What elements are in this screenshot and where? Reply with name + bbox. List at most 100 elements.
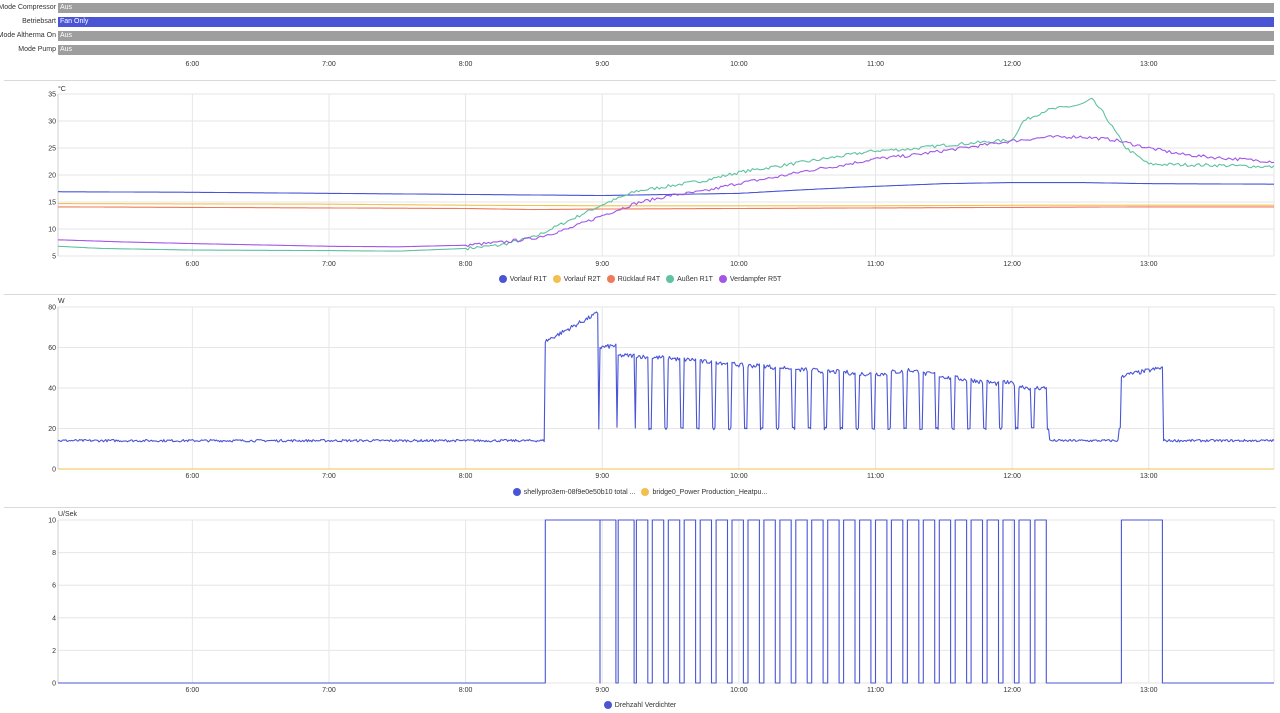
y-tick-label: 5 [52, 254, 56, 261]
chart-speed-legend: Drehzahl Verdichter [0, 701, 1280, 709]
legend-label: Drehzahl Verdichter [614, 701, 677, 709]
timeline-row-mode-pump: Mode Pump Aus [0, 44, 1280, 56]
legend-label: Vorlauf R2T [563, 275, 601, 283]
x-tick-label: 10:00 [730, 61, 748, 68]
x-tick-label: 8:00 [459, 473, 473, 480]
chart-speed-unit: U/Sek [58, 511, 78, 518]
timeline-row-mode-altherma-on: Mode Altherma On Aus [0, 30, 1280, 42]
y-tick-label: 35 [48, 92, 56, 99]
y-tick-label: 30 [48, 119, 56, 126]
x-tick-label: 8:00 [459, 61, 473, 68]
x-tick-label: 6:00 [186, 61, 200, 68]
timeline-row-mode-compressor: Mode Compressor Aus [0, 2, 1280, 14]
y-tick-label: 2 [52, 648, 56, 655]
x-tick-label: 10:00 [730, 261, 748, 268]
legend-swatch-icon [641, 488, 650, 496]
separator [4, 80, 1276, 81]
y-tick-label: 20 [48, 173, 56, 180]
x-tick-label: 7:00 [322, 61, 336, 68]
legend-label: Verdampfer R5T [729, 275, 782, 283]
x-tick-label: 8:00 [459, 261, 473, 268]
y-tick-label: 40 [48, 386, 56, 393]
legend-swatch-icon [666, 275, 675, 283]
chart-power-unit: W [58, 298, 65, 305]
series-line-vorlauf-r1t [58, 182, 1274, 197]
timeline-state-bar[interactable]: Fan Only [58, 17, 1274, 27]
legend-label: Außen R1T [677, 275, 713, 283]
y-tick-label: 15 [48, 200, 56, 207]
x-tick-label: 6:00 [186, 473, 200, 480]
y-tick-label: 10 [48, 227, 56, 234]
y-tick-label: 20 [48, 426, 56, 433]
x-tick-label: 12:00 [1003, 61, 1021, 68]
legend-swatch-icon [498, 275, 507, 283]
legend-item-r-cklauf-r4t[interactable]: Rücklauf R4T [606, 275, 661, 283]
legend-item-drehzahl-verdichter[interactable]: Drehzahl Verdichter [603, 701, 677, 709]
legend-item-vorlauf-r1t[interactable]: Vorlauf R1T [498, 275, 547, 283]
separator [4, 294, 1276, 295]
x-tick-label: 7:00 [322, 261, 336, 268]
chart-compressor-speed: 0 2 4 6 8 10 6:00 7:00 8:00 9:00 10:00 11:00 12:00 13… [48, 518, 1275, 694]
chart-temperature-legend: Vorlauf R1T Vorlauf R2T Rücklauf R4T Außen … [0, 275, 1280, 283]
x-tick-label: 7:00 [322, 687, 336, 694]
legend-swatch-icon [512, 488, 521, 496]
x-tick-label: 10:00 [730, 687, 748, 694]
legend-swatch-icon [603, 701, 612, 709]
series-line-r-cklauf-r4t [58, 206, 1274, 211]
y-tick-label: 6 [52, 583, 56, 590]
x-tick-label: 10:00 [730, 473, 748, 480]
legend-item-vorlauf-r2t[interactable]: Vorlauf R2T [552, 275, 601, 283]
timeline-row-betriebsart: Betriebsart Fan Only [0, 16, 1280, 28]
legend-item-verdampfer-r5t[interactable]: Verdampfer R5T [718, 275, 782, 283]
chart-temperature-unit: °C [58, 86, 66, 93]
x-tick-label: 11:00 [867, 61, 884, 68]
y-tick-label: 0 [52, 467, 56, 474]
x-tick-label: 12:00 [1003, 261, 1021, 268]
legend-label: bridge0_Power Production_Heatpu... [652, 488, 768, 496]
legend-label: Rücklauf R4T [617, 275, 661, 283]
timeline-state-bar[interactable]: Aus [58, 31, 1274, 41]
x-tick-label: 9:00 [595, 687, 609, 694]
legend-label: Vorlauf R1T [509, 275, 547, 283]
y-tick-label: 80 [48, 305, 56, 312]
timeline-row-label: Betriebsart [22, 18, 56, 25]
timeline-row-label: Mode Altherma On [0, 32, 56, 39]
x-tick-label: 11:00 [867, 687, 884, 694]
legend-item-au-en-r1t[interactable]: Außen R1T [666, 275, 713, 283]
x-tick-label: 12:00 [1003, 473, 1021, 480]
x-tick-label: 6:00 [186, 687, 200, 694]
series-line-shellypro3em-08f9e0e50b10-total [57, 311, 1275, 443]
y-tick-label: 0 [52, 681, 56, 688]
x-tick-label: 6:00 [186, 261, 200, 268]
series-line-drehzahl-verdichter [58, 519, 1274, 684]
x-tick-label: 8:00 [459, 687, 473, 694]
chart-power: 0 20 40 60 80 6:00 7:00 8:00 9:00 10:00 11:00 12:00… [48, 305, 1275, 480]
x-tick-label: 13:00 [1140, 687, 1158, 694]
timeline-row-label: Mode Pump [18, 46, 56, 53]
legend-swatch-icon [552, 275, 561, 283]
x-tick-label: 13:00 [1140, 473, 1158, 480]
y-tick-label: 8 [52, 550, 56, 557]
legend-item-shellypro3em-08f9e0e50b10-total[interactable]: shellypro3em-08f9e0e50b10 total ... [512, 488, 636, 496]
chart-temperature: 5 10 15 20 25 30 35 6:00 7:00 8:00 9:00 10:00 11:00 1… [48, 92, 1275, 268]
legend-label: shellypro3em-08f9e0e50b10 total ... [523, 488, 636, 496]
y-tick-label: 60 [48, 345, 56, 352]
y-tick-label: 10 [48, 518, 56, 525]
x-tick-label: 13:00 [1140, 261, 1158, 268]
x-tick-label: 11:00 [867, 473, 884, 480]
series-line-verdampfer-r5t [57, 134, 1275, 248]
series-line-au-en-r1t [57, 97, 1275, 252]
x-tick-label: 11:00 [867, 261, 884, 268]
chart-power-legend: shellypro3em-08f9e0e50b10 total ... bridg… [0, 488, 1280, 496]
y-tick-label: 25 [48, 146, 56, 153]
series-line-vorlauf-r2t [58, 203, 1274, 207]
x-tick-label: 9:00 [595, 61, 609, 68]
legend-swatch-icon [718, 275, 727, 283]
x-tick-label: 9:00 [595, 261, 609, 268]
timeline-state-bar[interactable]: Aus [58, 3, 1274, 13]
y-tick-label: 4 [52, 615, 56, 622]
separator [4, 507, 1276, 508]
x-tick-label: 7:00 [322, 473, 336, 480]
legend-item-bridge0-power-production-heatpu[interactable]: bridge0_Power Production_Heatpu... [641, 488, 767, 496]
timeline-state-bar[interactable]: Aus [58, 45, 1274, 55]
